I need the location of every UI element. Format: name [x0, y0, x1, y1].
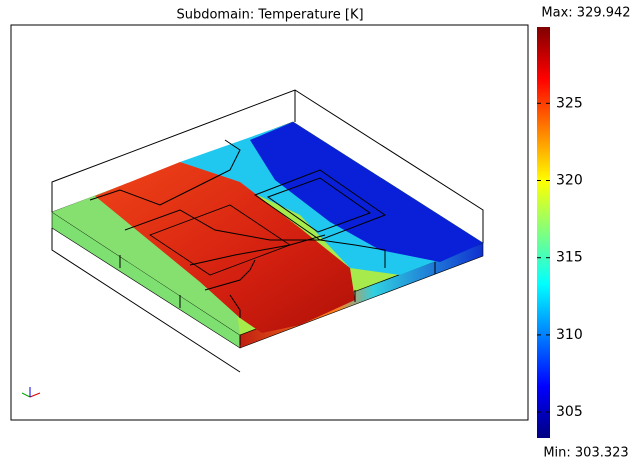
colorbar-tick-label: 310	[556, 327, 583, 343]
colorbar	[537, 27, 550, 438]
axis-triad	[21, 387, 41, 398]
min-label: Min: 303.323	[543, 446, 628, 461]
geometry	[51, 89, 484, 373]
chart-title: Subdomain: Temperature [K]	[176, 8, 363, 23]
colorbar-tick-label: 325	[556, 95, 583, 111]
colorbar-tick-label: 315	[556, 250, 583, 266]
colorbar-tick-label: 305	[556, 404, 583, 420]
colorbar-tick-label: 320	[556, 173, 583, 189]
max-label: Max: 329.942	[541, 6, 630, 21]
